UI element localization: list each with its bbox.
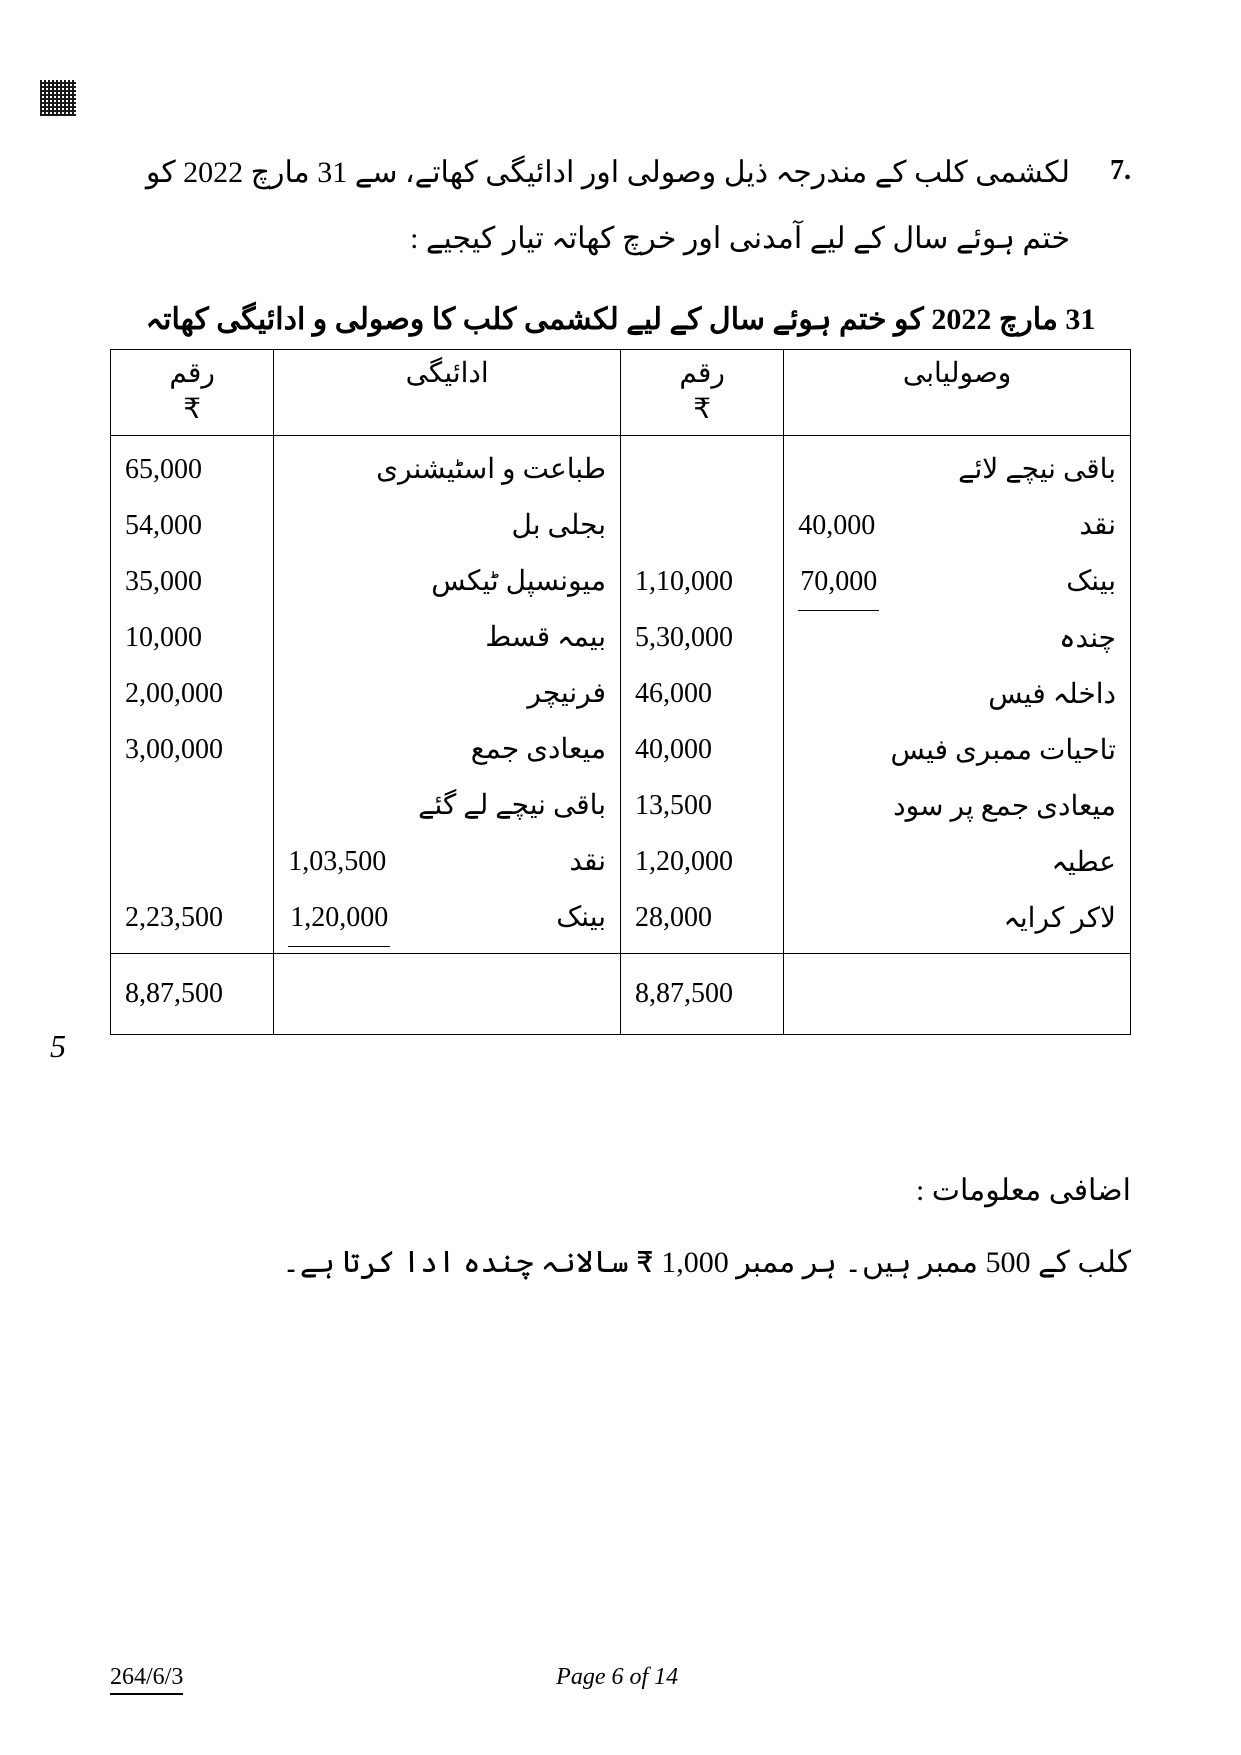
question-block: .7 لکشمی کلب کے مندرجہ ذیل وصولی اور ادا…: [110, 140, 1131, 272]
marks: 5: [50, 1028, 66, 1065]
electricity-value: 54,000: [125, 498, 259, 554]
insurance-label: بیمہ قسط: [288, 610, 606, 666]
question-number: .7: [1110, 140, 1131, 272]
footer-page: Page 6 of 14: [556, 1664, 678, 1695]
municipal-label: میونسپل ٹیکس: [288, 554, 606, 610]
header-amount-1: رقم ₹: [621, 350, 784, 436]
furniture-value: 2,00,000: [125, 666, 259, 722]
entrance-label: داخلہ فیس: [798, 667, 1116, 723]
rupee-icon: ₹: [693, 392, 711, 428]
balance-cd-label: باقی نیچے لے گئے: [288, 778, 606, 834]
cash-label: نقد: [1079, 498, 1116, 554]
fd-interest-value: 13,500: [635, 778, 769, 834]
additional-info: اضافی معلومات : کلب کے 500 ممبر ہیں۔ ہر …: [110, 1155, 1131, 1299]
additional-heading: اضافی معلومات :: [110, 1155, 1131, 1227]
bank-cd-value: 1,20,000: [288, 890, 390, 947]
account-table: وصولیابی رقم ₹ ادائیگی رقم ₹ باقی نیچے ل…: [110, 349, 1131, 1035]
page: .7 لکشمی کلب کے مندرجہ ذیل وصولی اور ادا…: [0, 0, 1241, 1755]
municipal-value: 35,000: [125, 554, 259, 610]
header-amount-2-label: رقم: [169, 358, 215, 389]
footer-code: 264/6/3: [110, 1664, 183, 1695]
totals-payments-value: 8,87,500: [111, 953, 274, 1034]
balance-cd-total: 2,23,500: [125, 890, 259, 946]
payments-cell: طباعت و اسٹیشنری بجلی بل میونسپل ٹیکس بی…: [274, 435, 621, 953]
table-row: باقی نیچے لائے نقد 40,000 بینک 70,000 چن…: [111, 435, 1131, 953]
donation-value: 1,20,000: [635, 834, 769, 890]
footer: 264/6/3 Page 6 of 14: [110, 1664, 1131, 1695]
fd-interest-label: میعادی جمع پر سود: [798, 779, 1116, 835]
subscription-value: 5,30,000: [635, 610, 769, 666]
furniture-label: فرنیچر: [288, 666, 606, 722]
totals-row: 8,87,500 8,87,500: [111, 953, 1131, 1034]
life-member-value: 40,000: [635, 722, 769, 778]
sub-line: نقد 1,03,500: [288, 834, 606, 890]
qr-code-icon: [40, 80, 76, 116]
bank-value: 70,000: [798, 554, 879, 611]
footer-spacer: [1051, 1664, 1131, 1695]
totals-receipts-value: 8,87,500: [621, 953, 784, 1034]
cash-cd-label: نقد: [569, 834, 606, 890]
locker-label: لاکر کرایہ: [798, 891, 1116, 947]
header-receipts: وصولیابی: [784, 350, 1131, 436]
payments-amount-cell: 65,000 54,000 35,000 10,000 2,00,000 3,0…: [111, 435, 274, 953]
additional-line-1: کلب کے 500 ممبر ہیں۔ ہر ممبر 1,000 ₹ سال…: [110, 1227, 1131, 1299]
sub-line: بینک 70,000: [798, 554, 1116, 611]
balance-bd-label: باقی نیچے لائے: [798, 442, 1116, 498]
question-text: لکشمی کلب کے مندرجہ ذیل وصولی اور ادائیگ…: [110, 140, 1070, 272]
header-amount-2: رقم ₹: [111, 350, 274, 436]
rupee-icon: ₹: [183, 392, 201, 428]
table-header-row: وصولیابی رقم ₹ ادائیگی رقم ₹: [111, 350, 1131, 436]
entrance-value: 46,000: [635, 666, 769, 722]
totals-receipts-blank: [784, 953, 1131, 1034]
cash-value: 40,000: [798, 498, 875, 554]
sub-line: بینک 1,20,000: [288, 890, 606, 947]
totals-payments-blank: [274, 953, 621, 1034]
balance-bd-total: 1,10,000: [635, 554, 769, 610]
cash-cd-value: 1,03,500: [288, 834, 386, 890]
donation-label: عطیہ: [798, 835, 1116, 891]
sub-line: نقد 40,000: [798, 498, 1116, 554]
fd-value: 3,00,000: [125, 722, 259, 778]
header-amount-1-label: رقم: [679, 358, 725, 389]
life-member-label: تاحیات ممبری فیس: [798, 723, 1116, 779]
header-payments: ادائیگی: [274, 350, 621, 436]
printing-label: طباعت و اسٹیشنری: [288, 442, 606, 498]
bank-cd-label: بینک: [556, 890, 606, 947]
bank-label: بینک: [1066, 554, 1116, 611]
printing-value: 65,000: [125, 442, 259, 498]
insurance-value: 10,000: [125, 610, 259, 666]
electricity-label: بجلی بل: [288, 498, 606, 554]
fd-label: میعادی جمع: [288, 722, 606, 778]
table-title: 31 مارچ 2022 کو ختم ہوئے سال کے لیے لکشم…: [110, 302, 1131, 337]
receipts-cell: باقی نیچے لائے نقد 40,000 بینک 70,000 چن…: [784, 435, 1131, 953]
subscription-label: چندہ: [798, 611, 1116, 667]
receipts-amount-cell: 1,10,000 5,30,000 46,000 40,000 13,500 1…: [621, 435, 784, 953]
locker-value: 28,000: [635, 890, 769, 946]
